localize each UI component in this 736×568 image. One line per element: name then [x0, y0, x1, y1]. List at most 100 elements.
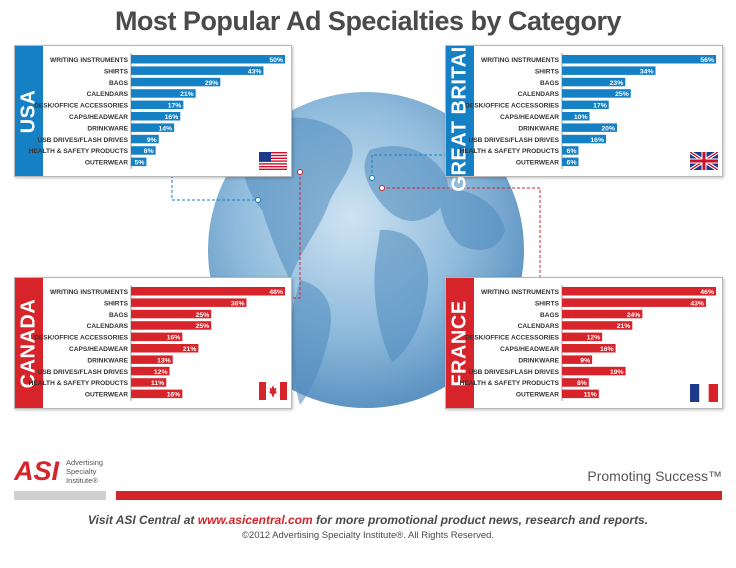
data-label: 21% — [180, 91, 194, 98]
category-label: OUTERWEAR — [516, 392, 559, 399]
bar — [131, 321, 212, 330]
france-panel: FRANCE WRITING INSTRUMENTS 46% SHIRTS 43% BA… — [445, 277, 723, 409]
category-label: HEALTH & SAFETY PRODUCTS — [460, 148, 560, 155]
bar — [131, 298, 247, 307]
bar — [131, 123, 175, 132]
data-label: 11% — [584, 392, 597, 399]
category-label: CALENDARS — [518, 323, 560, 330]
data-label: 16% — [600, 346, 614, 353]
data-label: 23% — [610, 80, 624, 87]
bar — [131, 309, 212, 319]
category-label: DRINKWARE — [518, 125, 559, 132]
data-label: 48% — [269, 289, 283, 296]
category-label: BAGS — [109, 312, 129, 319]
bar — [131, 89, 196, 98]
bar — [131, 100, 184, 110]
us-flag-icon — [259, 152, 287, 170]
data-label: 16% — [165, 114, 179, 121]
bar — [131, 112, 181, 121]
data-label: 56% — [700, 57, 714, 64]
data-label: 8% — [577, 380, 587, 387]
category-label: WRITING INSTRUMENTS — [481, 57, 560, 64]
category-label: DESK/OFFICE ACCESSORIES — [34, 335, 129, 342]
category-label: CAPS/HEADWEAR — [69, 114, 128, 121]
category-label: SHIRTS — [535, 300, 560, 307]
data-label: 25% — [196, 312, 210, 319]
category-label: DRINKWARE — [518, 357, 559, 364]
bar — [562, 332, 603, 342]
gb-label-bar: GREAT BRITAIN — [446, 31, 474, 191]
bar — [562, 321, 633, 330]
data-label: 17% — [168, 103, 182, 110]
data-label: 46% — [700, 289, 714, 296]
category-label: CALENDARS — [518, 91, 560, 98]
canada-label-bar: CANADA — [15, 278, 43, 408]
category-label: DESK/OFFICE ACCESSORIES — [34, 103, 129, 110]
category-label: WRITING INSTRUMENTS — [50, 289, 129, 296]
tagline: Promoting Success™ — [587, 468, 722, 484]
category-label: HEALTH & SAFETY PRODUCTS — [29, 148, 129, 155]
asi-subtitle-line: Specialty — [66, 467, 97, 476]
data-label: 21% — [617, 323, 631, 330]
data-label: 29% — [205, 80, 219, 87]
asi-subtitle: Advertising Specialty Institute® — [66, 458, 103, 485]
bar — [562, 123, 617, 132]
category-label: CAPS/HEADWEAR — [500, 114, 559, 121]
bar — [131, 366, 170, 376]
bar — [131, 55, 285, 64]
data-label: 24% — [627, 312, 641, 319]
category-label: SHIRTS — [104, 68, 129, 75]
data-label: 25% — [615, 91, 629, 98]
data-label: 19% — [610, 369, 624, 376]
asi-subtitle-line: Institute® — [66, 476, 98, 485]
data-label: 14% — [159, 125, 173, 132]
bar — [562, 287, 716, 296]
footer-rule-red — [116, 491, 722, 500]
france-bar-chart: WRITING INSTRUMENTS 46% SHIRTS 43% BAGS 24% CA… — [460, 285, 716, 401]
bar — [562, 366, 626, 376]
bar — [131, 146, 156, 155]
category-label: DRINKWARE — [87, 357, 128, 364]
usa-panel: USA WRITING INSTRUMENTS 50% SHIRTS 43% BAGS 2… — [14, 45, 292, 177]
bar — [562, 89, 631, 98]
data-label: 21% — [183, 346, 197, 353]
category-label: HEALTH & SAFETY PRODUCTS — [460, 380, 560, 387]
bar — [562, 55, 716, 64]
france-flag-icon — [690, 384, 718, 402]
canada-bar-chart: WRITING INSTRUMENTS 48% SHIRTS 36% BAGS 25% CA… — [29, 285, 285, 401]
bar — [131, 355, 173, 364]
asi-subtitle-line: Advertising — [66, 458, 104, 467]
canada-panel: CANADA WRITING INSTRUMENTS 48% SHIRTS 36% BA… — [14, 277, 292, 409]
data-label: 13% — [157, 357, 171, 364]
data-label: 9% — [580, 357, 590, 364]
data-label: 10% — [574, 114, 588, 121]
category-label: USB DRIVES/FLASH DRIVES — [38, 369, 129, 376]
visit-suffix: for more promotional product news, resea… — [312, 513, 649, 527]
category-label: OUTERWEAR — [85, 392, 128, 399]
data-label: 16% — [590, 137, 604, 144]
page-title: Most Popular Ad Specialties by Category — [114, 6, 622, 36]
data-label: 43% — [248, 68, 262, 75]
data-label: 9% — [147, 137, 157, 144]
canada-flag-icon — [259, 382, 287, 400]
category-label: DESK/OFFICE ACCESSORIES — [465, 103, 560, 110]
bar — [131, 344, 199, 353]
usa-label-bar: USA — [15, 46, 43, 176]
category-label: CAPS/HEADWEAR — [500, 346, 559, 353]
data-label: 12% — [587, 335, 601, 342]
data-label: 16% — [167, 392, 181, 399]
category-label: DESK/OFFICE ACCESSORIES — [465, 335, 560, 342]
asicentral-link[interactable]: www.asicentral.com — [197, 513, 313, 527]
bar — [562, 66, 656, 75]
bar — [562, 100, 609, 110]
bar — [131, 389, 183, 399]
data-label: 16% — [167, 335, 181, 342]
data-label: 11% — [151, 380, 164, 387]
data-label: 43% — [690, 300, 704, 307]
bar — [562, 112, 590, 121]
category-label: OUTERWEAR — [516, 160, 559, 167]
category-label: USB DRIVES/FLASH DRIVES — [469, 369, 560, 376]
bar — [131, 134, 159, 144]
category-label: BAGS — [540, 80, 560, 87]
data-label: 25% — [196, 323, 210, 330]
